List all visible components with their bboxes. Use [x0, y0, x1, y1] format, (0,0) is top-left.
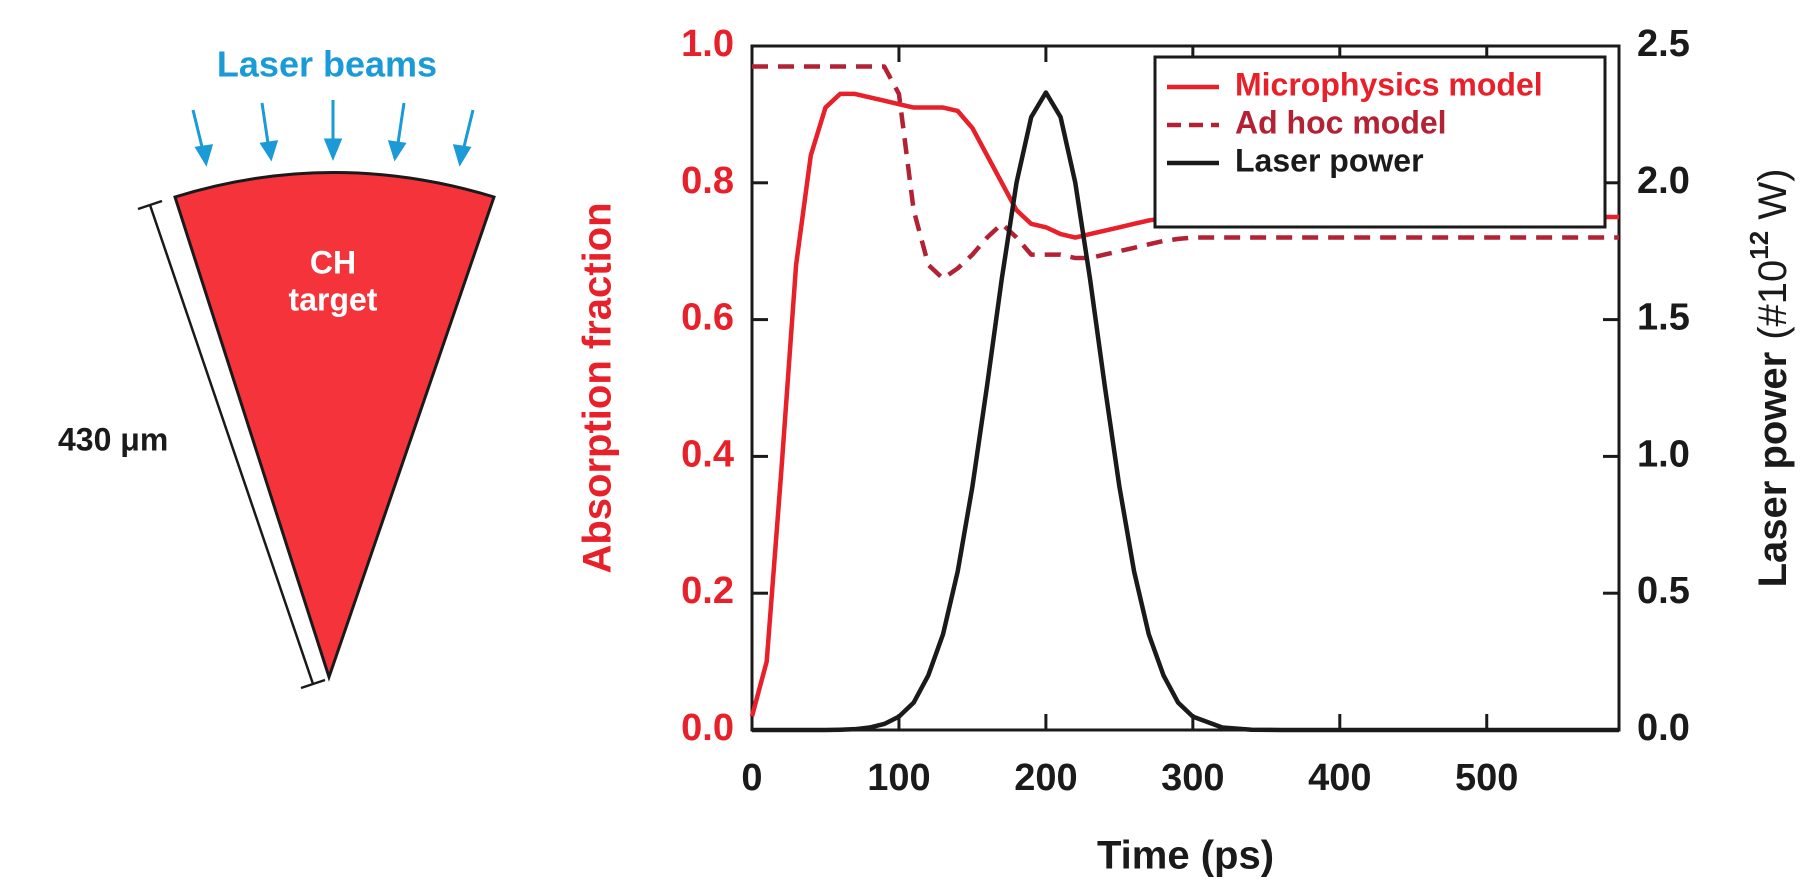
series-line [752, 90, 1619, 733]
x-axis-label: Time (ps) [1097, 834, 1274, 878]
y2-tick-label: 2.5 [1637, 23, 1690, 65]
beams-label: Laser beams [217, 44, 437, 85]
x-tick-label: 400 [1308, 757, 1371, 799]
dimension-label: 430 μm [58, 421, 168, 457]
x-tick-label: 500 [1455, 757, 1518, 799]
x-tick-label: 200 [1014, 757, 1077, 799]
y-tick-label: 1.0 [681, 23, 734, 65]
y2-label-text: Laser power [1751, 352, 1795, 588]
x-tick-label: 0 [741, 757, 762, 799]
target-diagram: Laser beams CH target 430 μm [58, 44, 496, 690]
y-tick-label: 0.4 [681, 433, 734, 475]
legend-label: Ad hoc model [1235, 104, 1447, 140]
y2-axis-label: Laser power (#1012 W) [1744, 169, 1795, 588]
y-tick-label: 0.6 [681, 297, 734, 339]
y2-tick-label: 0.5 [1637, 570, 1690, 612]
legend-label: Microphysics model [1235, 66, 1543, 102]
y-tick-label: 0.2 [681, 570, 734, 612]
y-tick-label: 0.0 [681, 707, 734, 749]
series-line [752, 64, 1619, 281]
y2-tick-label: 2.0 [1637, 160, 1690, 202]
y2-unit: (#10 [1751, 260, 1795, 340]
y-tick-label: 0.8 [681, 160, 734, 202]
y2-unit-sup: 12 [1744, 231, 1774, 260]
y2-tick-label: 1.5 [1637, 297, 1690, 339]
y-axis-label: Absorption fraction [576, 202, 620, 573]
x-tick-label: 100 [867, 757, 930, 799]
target-wedge [173, 171, 496, 682]
y2-tick-label: 0.0 [1637, 707, 1690, 749]
target-label: CH [310, 244, 356, 280]
x-tick-label: 300 [1161, 757, 1224, 799]
target-label: target [289, 281, 378, 317]
y2-tick-label: 1.0 [1637, 433, 1690, 475]
legend-label: Laser power [1235, 142, 1424, 178]
dimension-line [137, 199, 326, 690]
chart: 0 100 200 300 400 500 0.0 0.2 0.4 0.6 0.8 1.0 0.0 0.5… [576, 23, 1795, 878]
plot-frame [750, 44, 1621, 732]
laser-arrows [191, 100, 475, 167]
y2-unit: W) [1751, 169, 1795, 231]
legend-box [1153, 55, 1607, 229]
